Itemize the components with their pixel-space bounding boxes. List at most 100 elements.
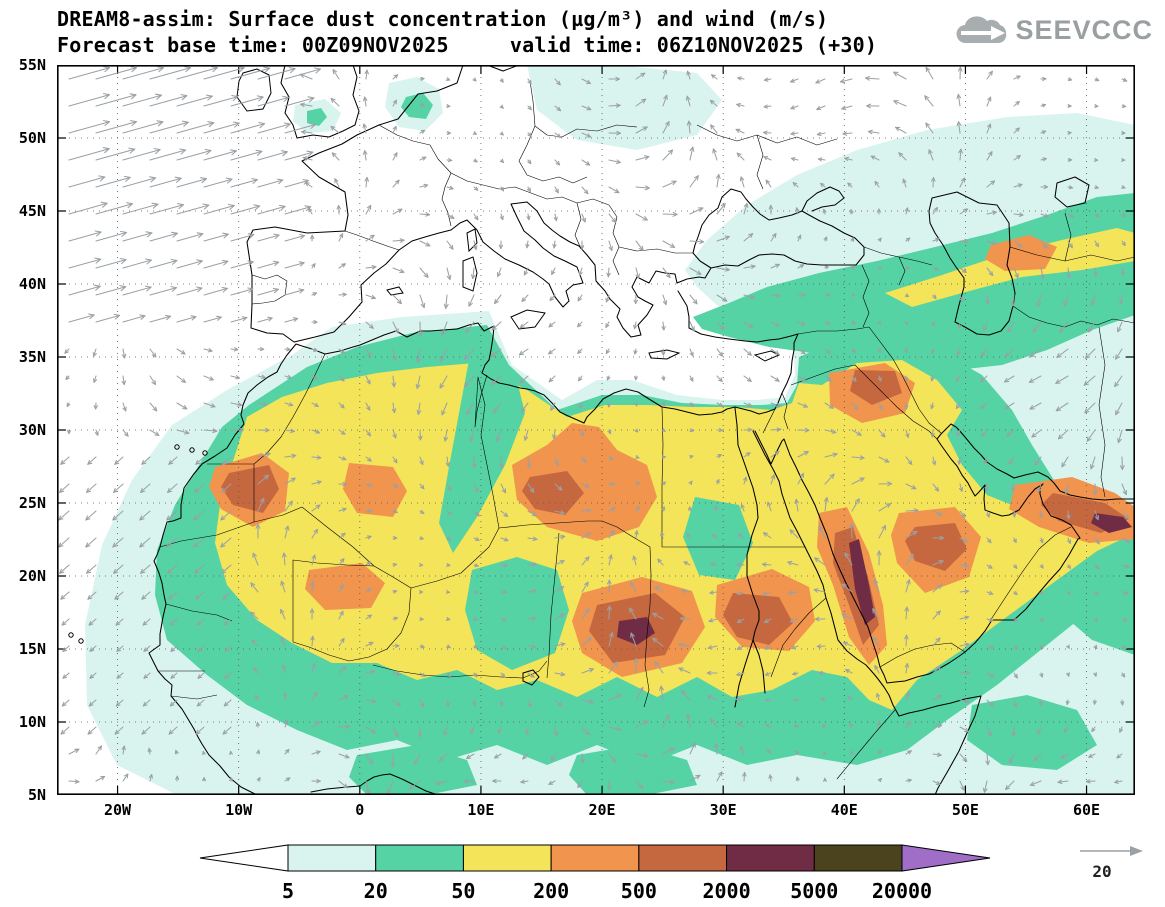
coastline-path (801, 186, 845, 212)
x-axis-label: 0 (355, 801, 365, 819)
y-axis: 55N 50N 45N 40N 35N 30N 25N 20N 15N 10N 5N (0, 56, 52, 804)
y-axis-label: 30N (18, 421, 46, 439)
y-axis-label: 35N (18, 348, 46, 366)
chart-title: DREAM8-assim: Surface dust concentration… (57, 7, 829, 31)
x-axis: 20W 10W 0 10E 20E 30E 40E 50E 60E (57, 801, 1135, 823)
wind-arrow-layer (58, 66, 1130, 794)
dust-region-extreme (849, 539, 875, 625)
colorbar-segment (901, 844, 991, 872)
y-axis-label: 10N (18, 713, 46, 731)
chart-subtitle: Forecast base time: 00Z09NOV2025 valid t… (57, 33, 878, 57)
colorbar-label: 500 (621, 879, 657, 903)
coastline-path (752, 430, 982, 796)
dust-region-very-high (305, 563, 385, 610)
island-sicily (510, 309, 546, 330)
x-axis-label: 60E (1073, 801, 1101, 819)
dust-region-very-high (343, 463, 407, 517)
x-axis-label: 40E (830, 801, 858, 819)
y-axis-label: 20N (18, 567, 46, 585)
map-canvas (57, 64, 1136, 796)
coastline-path (754, 423, 1136, 684)
coastline-path (1054, 176, 1090, 208)
colorbar: 5 20 50 200 500 2000 5000 20000 20 (0, 835, 1165, 907)
coastline-path (246, 64, 712, 343)
colorbar-label: 5 (282, 879, 294, 903)
dust-region-moderate (401, 93, 433, 119)
colorbar-label: 20 (364, 879, 388, 903)
colorbar-segment (375, 844, 464, 872)
coastline-path (148, 290, 799, 796)
coastline-path (692, 188, 865, 269)
wind-reference-label: 20 (1092, 862, 1111, 881)
colorbar-label: 2000 (702, 879, 750, 903)
island-canary (174, 444, 180, 450)
dust-region-very-high (985, 235, 1057, 271)
island-canary (202, 450, 208, 456)
coastline-path (928, 191, 1016, 336)
dust-region-extreme (1091, 513, 1132, 533)
island-balearic (386, 286, 404, 296)
island-capeverde (68, 632, 74, 638)
colorbar-label: 50 (451, 879, 475, 903)
map-plot-area (57, 64, 1136, 796)
map-frame (57, 65, 1136, 796)
y-axis-label: 50N (18, 129, 46, 147)
x-axis-label: 20W (104, 801, 132, 819)
dust-region-moderate (439, 360, 525, 553)
lake-chad (522, 669, 540, 686)
island-ireland (236, 68, 272, 112)
dust-region-moderate (1045, 545, 1135, 655)
island-crete (648, 349, 681, 360)
dust-region-severe (905, 523, 967, 571)
dust-region-severe (522, 471, 584, 515)
country-border-layer (158, 80, 1136, 780)
y-axis-label: 5N (27, 786, 46, 804)
dust-region-moderate (465, 557, 569, 670)
logo-text: SEEVCCC (1015, 14, 1153, 45)
dust-region-moderate (349, 745, 477, 795)
wind-reference-arrowhead (1130, 846, 1143, 856)
y-axis-label: 45N (18, 202, 46, 220)
dust-region-moderate (683, 497, 753, 580)
dust-region-severe (723, 593, 793, 645)
x-axis-label: 20E (588, 801, 616, 819)
dust-region-extreme (617, 617, 655, 645)
dust-region-severe (221, 465, 279, 513)
nile-river (734, 407, 766, 708)
coastline-layer (68, 64, 1136, 796)
cloud-logo-icon (956, 16, 1007, 44)
dust-region-low (527, 65, 722, 150)
y-axis-label: 15N (18, 640, 46, 658)
wind-arrow-heads (58, 66, 1130, 794)
colorbar-segment (462, 844, 552, 872)
colorbar-label: 20000 (872, 879, 932, 903)
colorbar-segment (287, 844, 377, 872)
wind-arrow-shafts (58, 66, 1130, 794)
y-axis-label: 55N (18, 56, 46, 74)
y-axis-label: 25N (18, 494, 46, 512)
seevccc-logo: SEEVCCC (953, 10, 1153, 50)
x-axis-label: 50E (951, 801, 979, 819)
x-axis-label: 10W (225, 801, 253, 819)
island-canary (189, 447, 195, 453)
colorbar-label: 5000 (790, 879, 838, 903)
coastline-scandinavia-tip (486, 64, 520, 72)
island-corsica (466, 228, 478, 253)
colorbar-segment (726, 844, 815, 872)
dust-region-moderate (967, 695, 1097, 770)
island-cyprus (753, 350, 781, 362)
dust-concentration-fill-layer (85, 65, 1135, 795)
island-sardinia (462, 256, 478, 292)
dust-region-moderate (307, 108, 327, 126)
colorbar-segment (550, 844, 640, 872)
x-axis-label: 30E (709, 801, 737, 819)
colorbar-label: 200 (533, 879, 569, 903)
colorbar-segment (813, 844, 903, 872)
dust-region-severe (850, 370, 902, 405)
x-axis-label: 10E (467, 801, 495, 819)
island-capeverde (78, 638, 84, 644)
dust-region-high (215, 360, 1135, 710)
colorbar-segment (199, 844, 289, 872)
colorbar-segment (638, 844, 728, 872)
